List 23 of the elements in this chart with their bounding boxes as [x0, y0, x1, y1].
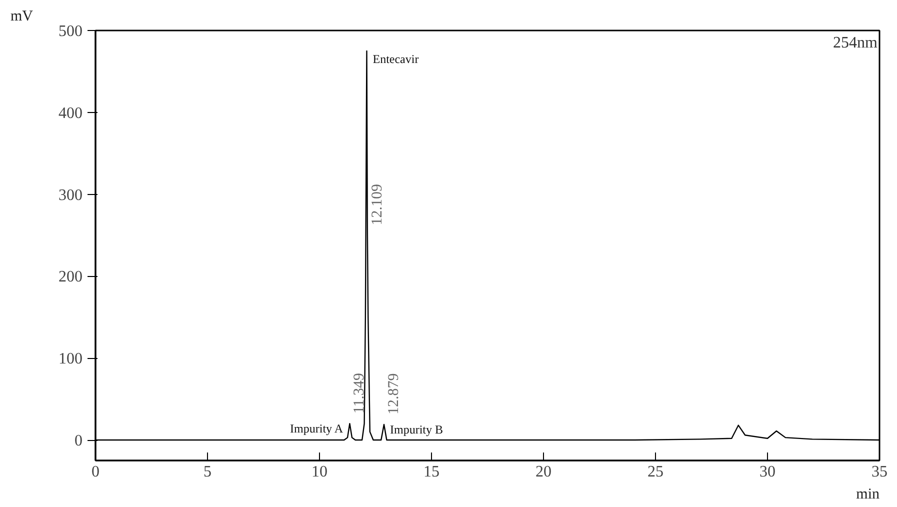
x-tick-label: 0 — [92, 464, 100, 480]
y-tick-label: 500 — [58, 23, 82, 40]
y-tick-label: 200 — [58, 268, 82, 286]
annotation: Impurity B — [390, 422, 443, 436]
y-tick-label: 100 — [58, 350, 82, 368]
x-tick-label: 5 — [204, 464, 212, 480]
annotation: Entecavir — [372, 52, 419, 66]
x-tick-label: 25 — [648, 464, 664, 480]
x-tick-label: 15 — [424, 464, 440, 480]
y-tick-label: 300 — [58, 186, 82, 204]
x-tick-label: 20 — [536, 464, 552, 480]
y-tick-label: 0 — [74, 432, 82, 450]
y-tick-label: 400 — [58, 104, 82, 122]
y-axis-title: mV — [10, 8, 34, 24]
x-tick-label: 35 — [872, 464, 888, 480]
annotation: Impurity A — [290, 422, 344, 436]
x-axis-title: min — [856, 486, 880, 502]
annotation: 12.879 — [386, 373, 402, 414]
x-tick-label: 10 — [312, 464, 328, 480]
annotation: 12.109 — [369, 184, 386, 226]
x-tick-label: 30 — [760, 464, 776, 480]
annotation: 254nm — [833, 34, 878, 52]
annotation: 11.349 — [352, 372, 368, 414]
